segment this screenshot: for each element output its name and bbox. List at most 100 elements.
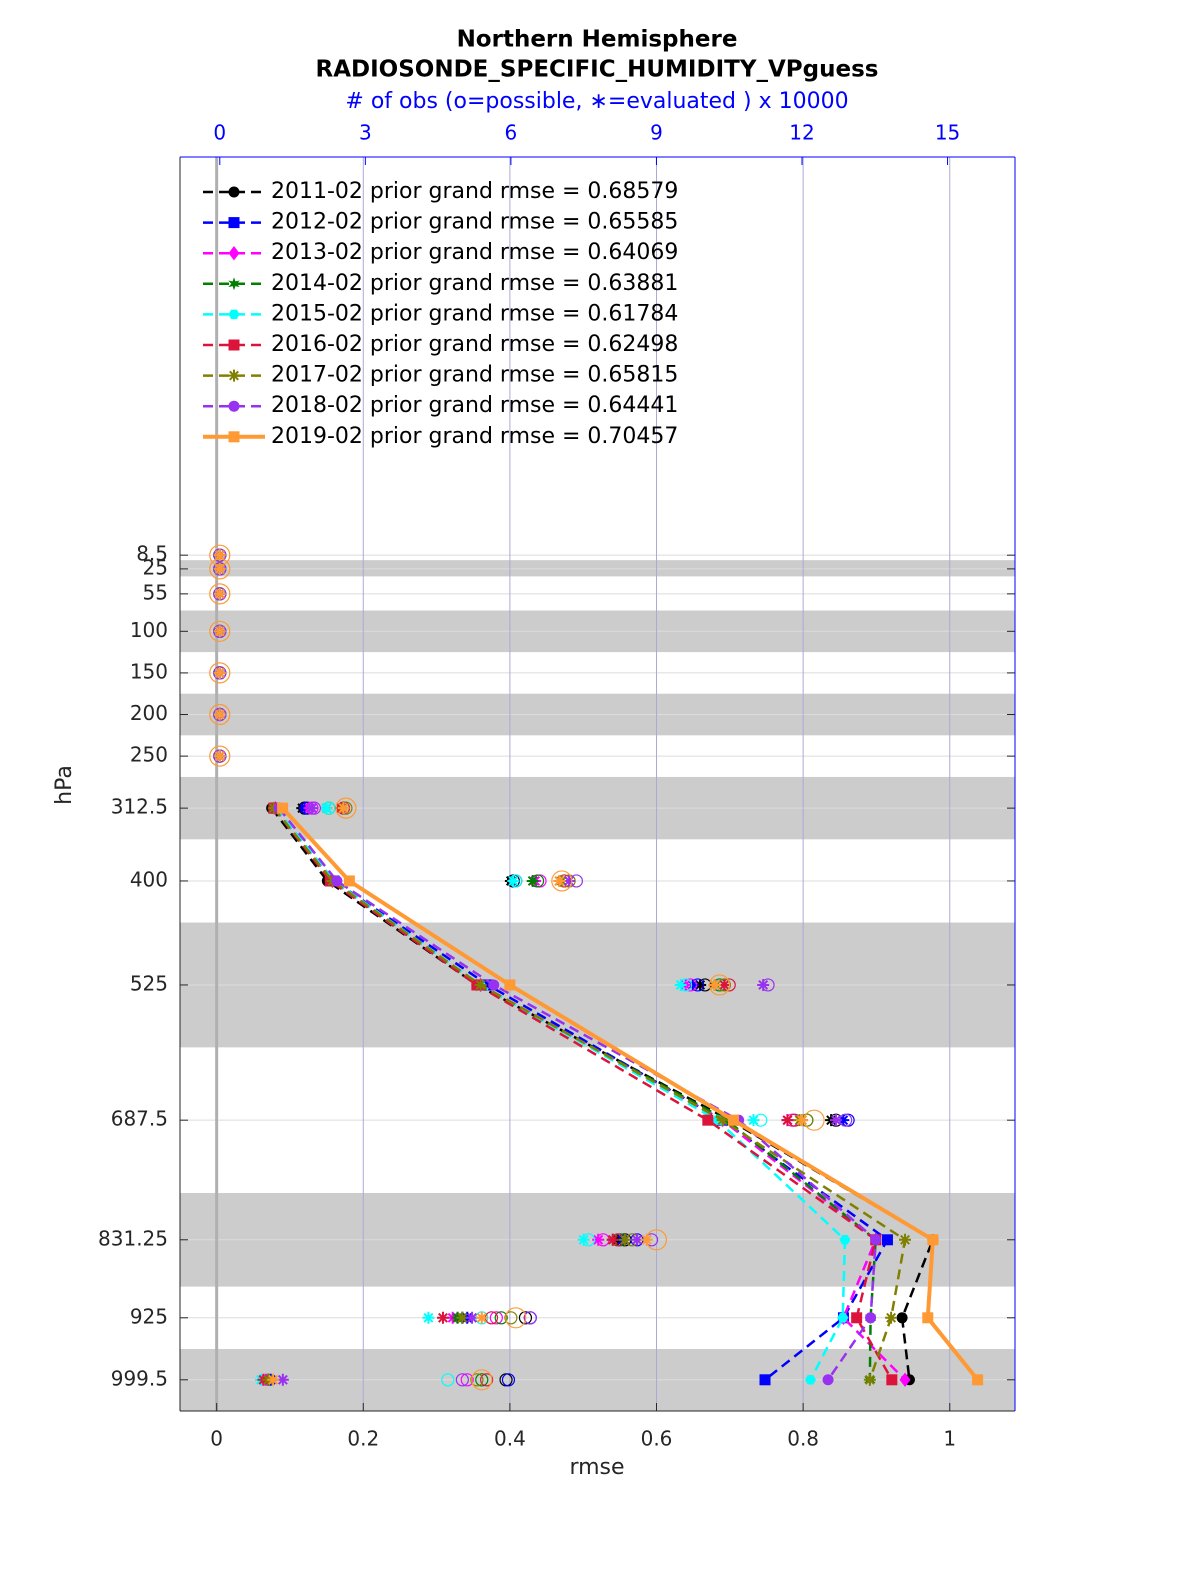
obs-evaluated: [475, 1311, 488, 1324]
obs-evaluated: [708, 978, 721, 991]
legend-label: 2011-02 prior grand rmse = 0.68579: [271, 179, 678, 204]
marker: [488, 979, 500, 991]
marker: [482, 979, 494, 991]
obs-evaluated: [606, 1233, 619, 1246]
obs-possible: [504, 1311, 518, 1325]
marker: [822, 1374, 834, 1386]
obs-possible: [209, 662, 231, 684]
legend-marker: [228, 339, 240, 351]
marker: [885, 1311, 898, 1324]
y-tick-label: 200: [130, 701, 168, 725]
shaded-layer: [180, 560, 1015, 577]
marker: [899, 1372, 911, 1387]
obs-possible: [471, 1369, 493, 1391]
plot-area: [180, 157, 1015, 1411]
obs-possible: [455, 1373, 469, 1387]
chart-title: Northern Hemisphere: [457, 27, 738, 53]
x-tick-label: 1: [943, 1427, 956, 1451]
x-tick-label: 0.8: [787, 1427, 819, 1451]
obs-evaluated: [526, 874, 539, 887]
legend-label: 2016-02 prior grand rmse = 0.62498: [271, 332, 678, 357]
chart-subtitle: RADIOSONDE_SPECIFIC_HUMIDITY_VPguess: [316, 57, 879, 83]
legend-label: 2018-02 prior grand rmse = 0.64441: [271, 393, 678, 418]
obs-evaluated: [267, 1373, 280, 1386]
obs-evaluated: [829, 1114, 842, 1127]
x2-tick-label: 3: [359, 121, 372, 145]
legend-label: 2015-02 prior grand rmse = 0.61784: [271, 301, 678, 326]
obs-evaluated: [694, 978, 707, 991]
marker: [837, 1313, 849, 1323]
obs-evaluated: [422, 1311, 435, 1324]
marker: [881, 1234, 893, 1246]
obs-possible: [551, 870, 573, 892]
obs-possible: [209, 620, 231, 642]
legend-label: 2019-02 prior grand rmse = 0.70457: [271, 424, 678, 449]
obs-possible: [523, 1311, 537, 1325]
obs-possible: [209, 583, 231, 605]
marker: [927, 1234, 939, 1246]
legend-marker: [228, 400, 240, 412]
obs-evaluated: [337, 802, 350, 815]
obs-evaluated: [213, 666, 226, 679]
y-tick-label: 831.25: [98, 1226, 168, 1250]
obs-possible: [494, 1311, 508, 1325]
marker: [972, 1374, 984, 1386]
obs-possible: [470, 1373, 484, 1387]
obs-evaluated: [781, 1114, 794, 1127]
legend-marker: [228, 277, 240, 291]
obs-possible: [480, 1373, 494, 1387]
legend-label: 2012-02 prior grand rmse = 0.65585: [271, 210, 678, 235]
marker: [863, 1373, 876, 1386]
obs-evaluated: [837, 1114, 850, 1127]
obs-evaluated: [747, 1114, 760, 1127]
obs-possible: [505, 1307, 527, 1329]
obs-evaluated: [276, 1373, 289, 1386]
legend-marker: [228, 246, 240, 261]
x-tick-label: 0.4: [494, 1427, 526, 1451]
y-tick-label: 150: [130, 659, 168, 683]
x2-tick-label: 6: [505, 121, 518, 145]
y-tick-label: 400: [130, 867, 168, 891]
obs-evaluated: [213, 625, 226, 638]
obs-evaluated: [640, 1233, 653, 1246]
obs-evaluated: [456, 1311, 469, 1324]
obs-evaluated: [213, 562, 226, 575]
obs-evaluated: [563, 874, 576, 887]
x-tick-label: 0.6: [641, 1427, 673, 1451]
obs-evaluated: [592, 1233, 605, 1246]
obs-possible: [475, 1373, 489, 1387]
marker: [851, 1312, 863, 1324]
x2-tick-label: 12: [789, 121, 814, 145]
obs-evaluated: [631, 1233, 644, 1246]
obs-evaluated: [718, 978, 731, 991]
obs-evaluated: [213, 708, 226, 721]
obs-evaluated: [577, 1233, 590, 1246]
x2-tick-label: 9: [650, 121, 663, 145]
x-tick-label: 0: [210, 1427, 223, 1451]
obs-evaluated: [213, 549, 226, 562]
marker: [839, 1235, 851, 1245]
marker: [343, 875, 355, 887]
obs-evaluated: [213, 750, 226, 763]
marker: [504, 979, 516, 991]
marker: [716, 1114, 729, 1127]
obs-evaluated: [213, 587, 226, 600]
y-axis-label: hPa: [52, 765, 77, 805]
obs-possible: [501, 1373, 516, 1387]
obs-evaluated: [757, 978, 770, 991]
legend-marker: [228, 186, 240, 198]
y-tick-label: 312.5: [111, 795, 168, 819]
y-tick-label: 25: [143, 555, 168, 579]
obs-evaluated: [618, 1233, 631, 1246]
legend-label: 2014-02 prior grand rmse = 0.63881: [271, 271, 678, 296]
marker: [727, 1114, 739, 1126]
obs-possible: [209, 703, 231, 726]
y-tick-label: 687.5: [111, 1107, 168, 1131]
legend-marker: [228, 431, 240, 443]
marker: [922, 1312, 934, 1324]
obs-evaluated: [674, 978, 687, 991]
legend-label: 2013-02 prior grand rmse = 0.64069: [271, 240, 678, 265]
obs-evaluated: [686, 978, 699, 991]
obs-possible: [489, 1311, 503, 1325]
